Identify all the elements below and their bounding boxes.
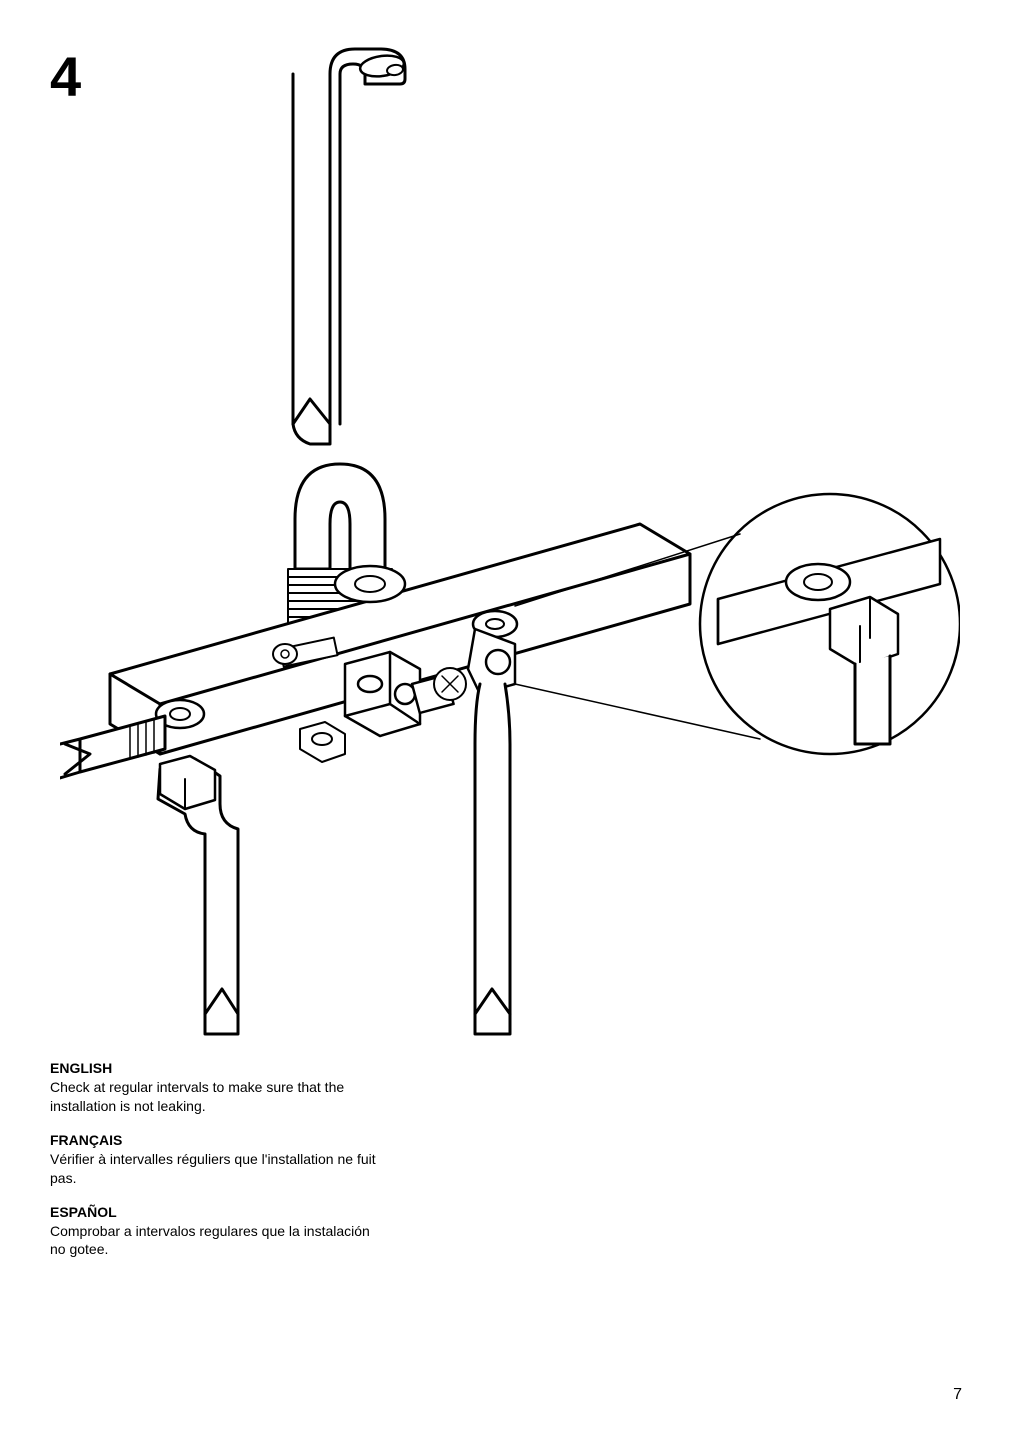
instruction-text-section: ENGLISH Check at regular intervals to ma… <box>50 1060 380 1275</box>
lang-title: ESPAÑOL <box>50 1204 380 1220</box>
lang-text: Comprobar a intervalos regulares que la … <box>50 1222 380 1260</box>
lang-text: Vérifier à intervalles réguliers que l'i… <box>50 1150 380 1188</box>
lang-block-espanol: ESPAÑOL Comprobar a intervalos regulares… <box>50 1204 380 1260</box>
page-number: 7 <box>953 1386 962 1404</box>
lang-title: ENGLISH <box>50 1060 380 1076</box>
lang-block-english: ENGLISH Check at regular intervals to ma… <box>50 1060 380 1116</box>
assembly-diagram <box>60 44 960 1044</box>
lang-block-francais: FRANÇAIS Vérifier à intervalles régulier… <box>50 1132 380 1188</box>
lang-title: FRANÇAIS <box>50 1132 380 1148</box>
lang-text: Check at regular intervals to make sure … <box>50 1078 380 1116</box>
